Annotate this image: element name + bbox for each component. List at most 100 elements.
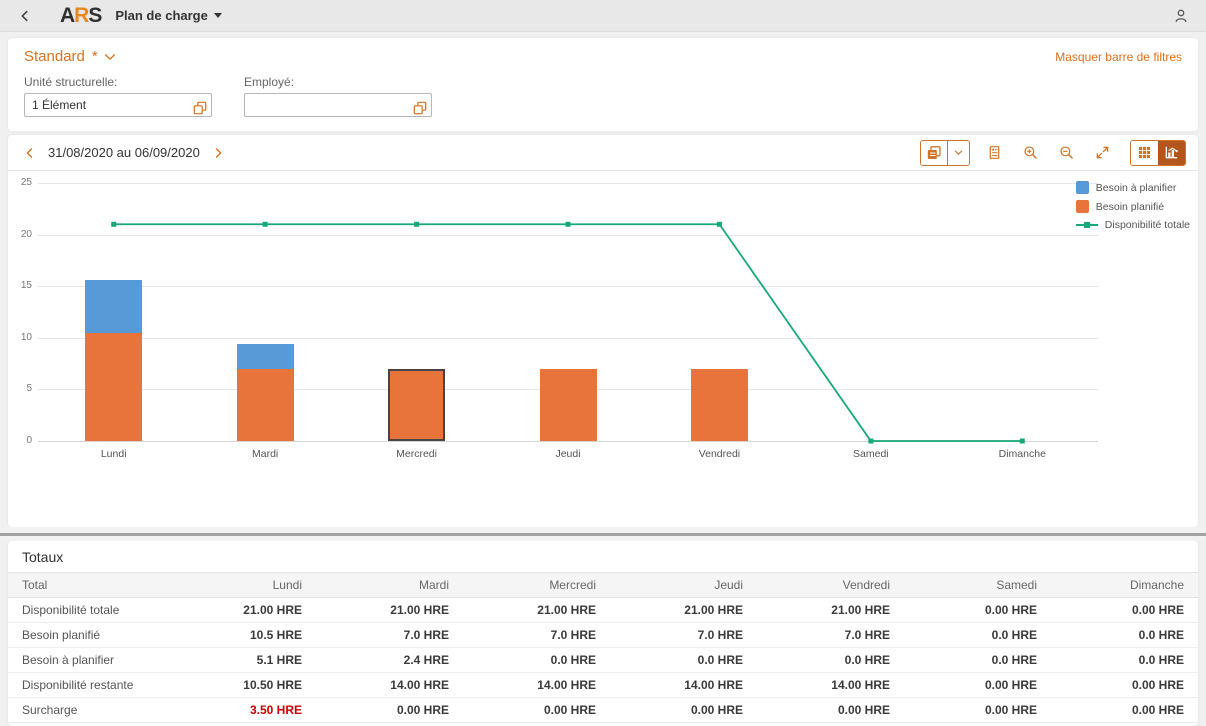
bar-mercredi[interactable] bbox=[388, 368, 446, 441]
view-toggle bbox=[1130, 139, 1186, 166]
bar-segment bbox=[236, 368, 294, 441]
zoom-out-icon bbox=[1059, 145, 1074, 160]
bar-segment bbox=[539, 368, 597, 441]
variant-modified-marker: * bbox=[91, 48, 98, 65]
splitter-handle[interactable] bbox=[0, 527, 1206, 541]
x-axis-label: Vendredi bbox=[698, 448, 741, 460]
value-cell: 0.0 HRE bbox=[463, 647, 610, 673]
legend-color-swatch bbox=[1075, 181, 1089, 194]
export-split-button bbox=[920, 139, 970, 166]
dropdown-chevron-icon bbox=[953, 147, 964, 158]
bar-lundi[interactable] bbox=[85, 280, 143, 441]
caret-down-icon bbox=[213, 13, 222, 18]
value-cell: 0.0 HRE bbox=[757, 647, 904, 673]
value-cell: 3.50 HRE bbox=[169, 697, 316, 723]
export-menu-button[interactable] bbox=[947, 140, 969, 165]
value-cell: 14.00 HRE bbox=[316, 672, 463, 698]
chart-view-button[interactable] bbox=[1158, 140, 1185, 165]
value-cell: 0.00 HRE bbox=[463, 697, 610, 723]
value-cell: 14.00 HRE bbox=[757, 672, 904, 698]
zoom-out-button[interactable] bbox=[1054, 141, 1078, 165]
filter-field-employe: Employé: bbox=[244, 75, 432, 117]
splitter-grip bbox=[0, 533, 1206, 536]
bar-segment bbox=[85, 280, 143, 333]
unite-structurelle-input[interactable] bbox=[24, 93, 212, 117]
ars-logo: ARS bbox=[60, 3, 102, 27]
x-axis-label: Mardi bbox=[252, 448, 279, 460]
bar-vendredi[interactable] bbox=[690, 368, 748, 441]
legend-label: Besoin planifié bbox=[1095, 200, 1165, 213]
y-axis-tick: 10 bbox=[20, 331, 32, 343]
chart-panel: 31/08/2020 au 06/09/2020 bbox=[8, 135, 1198, 527]
value-cell: 5.1 HRE bbox=[169, 647, 316, 673]
line-marker bbox=[716, 221, 722, 227]
page-title: Plan de charge bbox=[115, 8, 208, 23]
column-header: Jeudi bbox=[610, 572, 757, 598]
field-label: Unité structurelle: bbox=[24, 75, 118, 89]
value-cell: 0.0 HRE bbox=[1051, 622, 1198, 648]
fullscreen-icon bbox=[1095, 145, 1110, 160]
totals-table: Total Lundi Mardi Mercredi Jeudi Vendredi Same… bbox=[8, 572, 1198, 723]
show-legend-button[interactable] bbox=[982, 141, 1006, 165]
chevron-left-icon bbox=[18, 9, 32, 23]
chart-area: 0 5 10 15 20 25 Lundi Mardi Mercredi Jeudi Vendred… bbox=[8, 171, 1198, 526]
column-header: Lundi bbox=[169, 572, 316, 598]
value-help-icon[interactable] bbox=[193, 101, 207, 115]
plot: 0 5 10 15 20 25 Lundi Mardi Mercredi Jeudi Vendred… bbox=[21, 177, 1098, 460]
value-cell: 14.00 HRE bbox=[463, 672, 610, 698]
line-marker bbox=[565, 221, 571, 227]
back-button[interactable] bbox=[14, 5, 36, 27]
legend-item-bar[interactable]: Besoin à planifier bbox=[1075, 181, 1190, 194]
gridline bbox=[38, 337, 1098, 339]
user-button[interactable] bbox=[1170, 5, 1192, 27]
table-view-button[interactable] bbox=[1131, 140, 1158, 165]
bar-segment bbox=[690, 368, 748, 441]
y-axis-tick: 15 bbox=[20, 280, 32, 292]
previous-period-button[interactable] bbox=[20, 143, 40, 163]
bar-mardi[interactable] bbox=[236, 344, 294, 441]
value-cell: 14.00 HRE bbox=[610, 672, 757, 698]
next-period-button[interactable] bbox=[208, 143, 228, 163]
value-cell: 7.0 HRE bbox=[463, 622, 610, 648]
value-cell: 7.0 HRE bbox=[757, 622, 904, 648]
table-row: Besoin planifié 10.5 HRE 7.0 HRE 7.0 HRE 7.0… bbox=[8, 622, 1198, 648]
value-cell: 21.00 HRE bbox=[316, 597, 463, 623]
value-cell: 21.00 HRE bbox=[757, 597, 904, 623]
employe-input[interactable] bbox=[244, 93, 432, 117]
export-button[interactable] bbox=[921, 140, 947, 165]
row-label: Disponibilité totale bbox=[8, 597, 169, 623]
export-icon bbox=[926, 145, 942, 161]
totals-panel: Totaux Total Lundi Mardi Mercredi Jeudi Vendr… bbox=[8, 541, 1198, 726]
legend-label: Disponibilité totale bbox=[1104, 219, 1190, 231]
app-title-menu[interactable]: Plan de charge bbox=[115, 8, 222, 23]
value-help-icon[interactable] bbox=[413, 101, 427, 115]
value-cell: 21.00 HRE bbox=[169, 597, 316, 623]
legend-color-swatch bbox=[1075, 200, 1089, 213]
value-cell: 0.00 HRE bbox=[904, 597, 1051, 623]
fullscreen-button[interactable] bbox=[1090, 141, 1114, 165]
value-cell: 0.00 HRE bbox=[316, 697, 463, 723]
bar-jeudi[interactable] bbox=[539, 368, 597, 441]
table-row: Disponibilité restante 10.50 HRE 14.00 HRE… bbox=[8, 672, 1198, 698]
legend-item-bar[interactable]: Besoin planifié bbox=[1075, 200, 1190, 213]
column-header: Total bbox=[8, 572, 169, 598]
line-marker bbox=[414, 221, 420, 227]
bar-segment bbox=[236, 344, 294, 369]
value-cell: 0.00 HRE bbox=[1051, 672, 1198, 698]
table-row: Disponibilité totale 21.00 HRE 21.00 HRE 21… bbox=[8, 597, 1198, 623]
totals-title: Totaux bbox=[22, 549, 64, 565]
table-view-icon bbox=[1137, 145, 1152, 160]
legend-item-line[interactable]: Disponibilité totale bbox=[1075, 219, 1190, 231]
zoom-in-button[interactable] bbox=[1018, 141, 1042, 165]
value-cell: 0.00 HRE bbox=[904, 672, 1051, 698]
variant-selector[interactable]: Standard * bbox=[24, 48, 117, 65]
chart-view-icon bbox=[1164, 145, 1179, 160]
value-cell: 0.0 HRE bbox=[904, 647, 1051, 673]
value-cell: 10.5 HRE bbox=[169, 622, 316, 648]
value-cell: 0.00 HRE bbox=[1051, 597, 1198, 623]
legend-icon bbox=[987, 145, 1002, 160]
value-cell: 0.0 HRE bbox=[610, 647, 757, 673]
column-header: Mardi bbox=[316, 572, 463, 598]
x-axis-label: Mercredi bbox=[396, 448, 437, 460]
hide-filterbar-link[interactable]: Masquer barre de filtres bbox=[1055, 49, 1182, 64]
